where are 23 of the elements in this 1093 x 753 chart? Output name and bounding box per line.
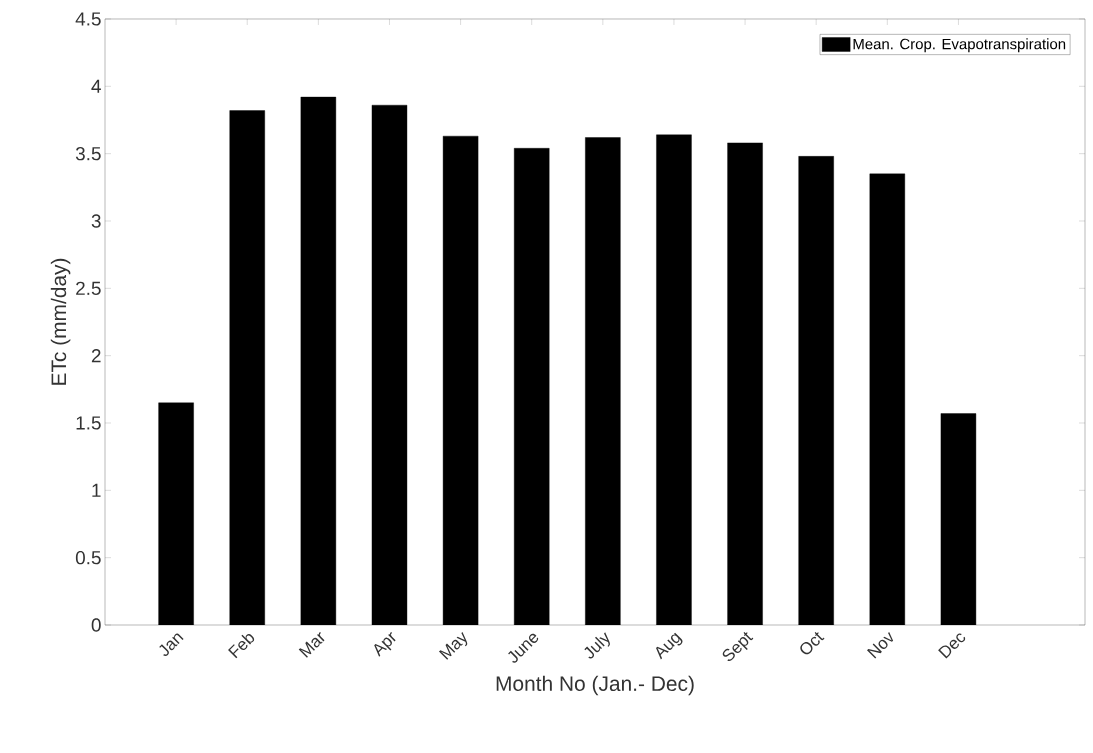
y-axis-title: ETc (mm/day) [50, 258, 71, 385]
x-tick-label: Jan [159, 633, 184, 657]
y-tick-label: 0.5 [75, 550, 101, 565]
y-tick-label: 0 [91, 618, 101, 632]
x-tick-label: Apr [374, 632, 396, 657]
y-tick-label: 3 [91, 214, 101, 228]
x-tick-label: July [584, 632, 610, 659]
y-tick-label: 3.5 [75, 146, 101, 161]
legend-label: Mean. Crop. Evapotranspiration [853, 38, 1066, 53]
x-tick-label: Feb [228, 634, 255, 659]
y-tick-label: 4 [91, 79, 101, 93]
y-tick-label: 2 [91, 349, 101, 363]
y-tick-label: 2.5 [76, 281, 101, 296]
x-tick-label: Aug [656, 632, 683, 660]
x-tick-label: Mar [298, 632, 325, 658]
x-tick-label: Dec [938, 633, 966, 659]
x-tick-label: May [438, 631, 468, 660]
x-axis-title: Month No (Jan.- Dec) [496, 675, 694, 696]
x-tick-label: Oct [800, 631, 825, 655]
y-tick-label: 1.5 [76, 416, 101, 430]
y-tick-label: 4.5 [75, 12, 101, 26]
x-tick-label: Nov [866, 631, 894, 659]
y-tick-label: 1 [92, 483, 101, 497]
